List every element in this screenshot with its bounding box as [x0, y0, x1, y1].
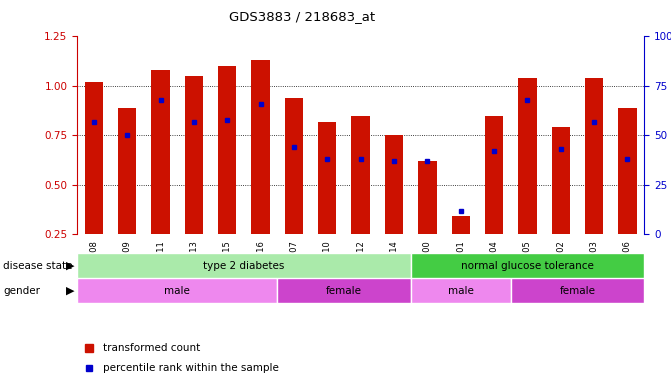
Bar — [118, 108, 136, 234]
Text: normal glucose tolerance: normal glucose tolerance — [461, 261, 594, 271]
Bar — [518, 78, 537, 234]
Bar — [552, 127, 570, 234]
Text: type 2 diabetes: type 2 diabetes — [203, 261, 285, 271]
Bar — [411, 253, 644, 278]
Bar — [352, 116, 370, 234]
Text: transformed count: transformed count — [103, 343, 200, 353]
Text: percentile rank within the sample: percentile rank within the sample — [103, 362, 278, 373]
Bar — [418, 161, 437, 234]
Text: ▶: ▶ — [66, 261, 74, 271]
Bar — [77, 278, 277, 303]
Bar — [152, 70, 170, 234]
Bar — [585, 78, 603, 234]
Bar — [252, 60, 270, 234]
Bar — [411, 278, 511, 303]
Bar — [618, 108, 637, 234]
Bar — [185, 76, 203, 234]
Text: female: female — [560, 286, 595, 296]
Text: male: male — [448, 286, 474, 296]
Bar — [511, 278, 644, 303]
Bar — [85, 82, 103, 234]
Text: gender: gender — [3, 286, 40, 296]
Text: disease state: disease state — [3, 261, 73, 271]
Bar — [485, 116, 503, 234]
Bar — [318, 121, 336, 234]
Text: female: female — [326, 286, 362, 296]
Text: male: male — [164, 286, 190, 296]
Text: ▶: ▶ — [66, 286, 74, 296]
Bar — [385, 136, 403, 234]
Text: GDS3883 / 218683_at: GDS3883 / 218683_at — [229, 10, 375, 23]
Bar — [285, 98, 303, 234]
Bar — [452, 217, 470, 234]
Bar — [77, 253, 411, 278]
Bar — [277, 278, 411, 303]
Bar — [218, 66, 236, 234]
